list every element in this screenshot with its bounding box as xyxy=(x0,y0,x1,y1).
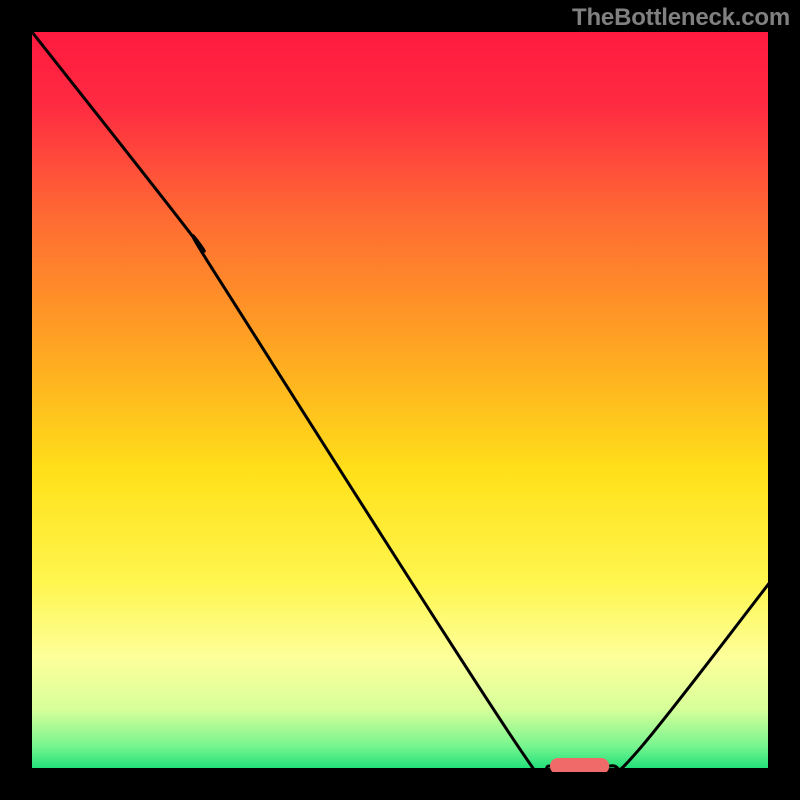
bottleneck-curve xyxy=(32,32,772,772)
watermark-text: TheBottleneck.com xyxy=(572,4,790,32)
optimal-marker-pill xyxy=(550,758,609,772)
chart-frame xyxy=(30,30,770,770)
chart-plot-svg xyxy=(32,32,772,772)
